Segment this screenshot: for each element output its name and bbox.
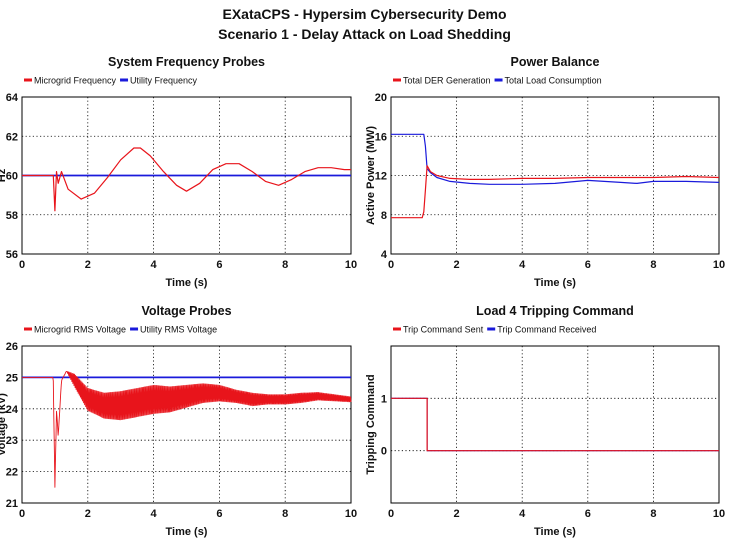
y-axis-label: Tripping Command — [365, 374, 377, 474]
x-tick-label: 8 — [650, 508, 656, 520]
x-tick-label: 8 — [282, 508, 288, 520]
x-tick-label: 2 — [454, 259, 460, 271]
x-tick-label: 6 — [585, 508, 591, 520]
legend-label: Total Load Consumption — [505, 76, 602, 86]
y-tick-label: 26 — [6, 341, 18, 353]
y-tick-label: 16 — [375, 131, 387, 143]
x-axis-label: Time (s) — [534, 526, 576, 538]
x-tick-label: 0 — [19, 259, 25, 271]
chart-title: Voltage Probes — [141, 304, 231, 318]
x-tick-label: 2 — [85, 259, 91, 271]
legend-label: Trip Command Received — [497, 325, 596, 335]
y-tick-label: 22 — [6, 467, 18, 479]
chart-panel-4: Load 4 Tripping Command Trip Command Sent… — [365, 304, 725, 538]
x-axis-label: Time (s) — [534, 277, 576, 289]
y-axis-label: Active Power (MW) — [365, 126, 377, 225]
y-tick-label: 1 — [381, 393, 387, 405]
chart-title: System Frequency Probes — [108, 55, 265, 69]
x-tick-label: 0 — [19, 508, 25, 520]
x-tick-label: 6 — [216, 259, 222, 271]
y-axis-label: Hz — [0, 168, 8, 182]
x-tick-label: 2 — [454, 508, 460, 520]
x-tick-label: 0 — [388, 508, 394, 520]
legend-label: Trip Command Sent — [403, 325, 484, 335]
legend-label: Total DER Generation — [403, 76, 491, 86]
series-line — [391, 133, 720, 185]
y-tick-label: 58 — [6, 210, 18, 222]
x-tick-label: 0 — [388, 259, 394, 271]
legend-label: Microgrid Frequency — [34, 76, 117, 86]
x-tick-label: 6 — [585, 259, 591, 271]
x-axis-label: Time (s) — [166, 277, 208, 289]
y-tick-label: 23 — [6, 435, 18, 447]
y-tick-label: 0 — [381, 446, 387, 458]
legend-label: Utility Frequency — [130, 76, 198, 86]
x-tick-label: 8 — [650, 259, 656, 271]
chart-title: Load 4 Tripping Command — [476, 304, 634, 318]
x-tick-label: 8 — [282, 259, 288, 271]
y-tick-label: 12 — [375, 171, 387, 183]
y-tick-label: 56 — [6, 249, 18, 261]
x-axis-label: Time (s) — [166, 526, 208, 538]
page-subtitle: Scenario 1 - Delay Attack on Load Sheddi… — [218, 26, 511, 42]
y-tick-label: 8 — [381, 210, 387, 222]
y-tick-label: 25 — [6, 372, 18, 384]
x-tick-label: 4 — [151, 259, 158, 271]
x-tick-label: 6 — [216, 508, 222, 520]
chart-panel-1: System Frequency Probes Microgrid Frequen… — [0, 55, 357, 289]
series-line — [391, 165, 720, 219]
series-line — [22, 147, 351, 212]
chart-panel-3: Voltage Probes Microgrid RMS Voltage Utili… — [0, 304, 357, 538]
plot-area — [390, 345, 720, 504]
y-tick-label: 20 — [375, 92, 387, 104]
x-tick-label: 4 — [151, 508, 158, 520]
x-tick-label: 10 — [713, 508, 725, 520]
y-tick-label: 24 — [6, 404, 19, 416]
y-tick-label: 62 — [6, 131, 18, 143]
x-tick-label: 10 — [345, 259, 357, 271]
chart-title: Power Balance — [511, 55, 600, 69]
x-tick-label: 10 — [713, 259, 725, 271]
legend-label: Microgrid RMS Voltage — [34, 325, 126, 335]
series-line — [22, 370, 352, 488]
y-tick-label: 60 — [6, 171, 18, 183]
y-axis-label: Voltage (kV) — [0, 393, 8, 456]
x-tick-label: 4 — [519, 259, 526, 271]
x-tick-label: 2 — [85, 508, 91, 520]
series-line — [391, 397, 719, 452]
x-tick-label: 4 — [519, 508, 526, 520]
plot-area — [390, 96, 720, 255]
plot-area — [21, 345, 352, 504]
y-tick-label: 64 — [6, 92, 19, 104]
page-title: EXataCPS - Hypersim Cybersecurity Demo — [222, 6, 507, 22]
y-tick-label: 4 — [381, 249, 388, 261]
legend-label: Utility RMS Voltage — [140, 325, 217, 335]
x-tick-label: 10 — [345, 508, 357, 520]
y-tick-label: 21 — [6, 498, 18, 510]
chart-panel-2: Power Balance Total DER Generation Total L… — [365, 55, 725, 289]
